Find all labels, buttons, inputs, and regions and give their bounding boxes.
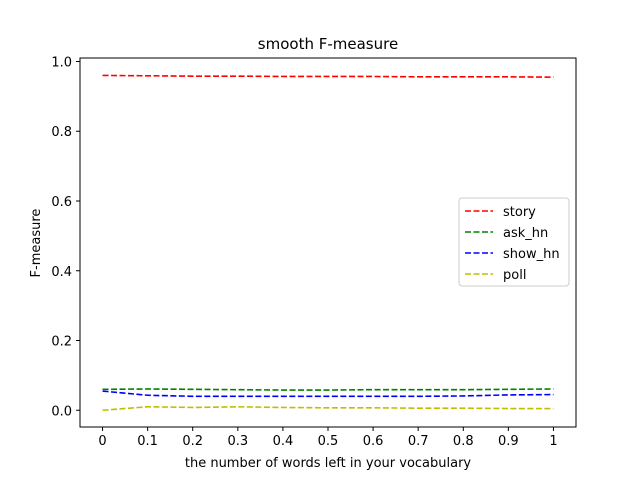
series-line-show-hn <box>102 390 554 398</box>
chart-title: smooth F-measure <box>258 35 398 53</box>
ticks-layer: 0 0.1 0.2 0.3 0.4 0.5 0.6 0.7 0.8 0.9 1 0.0 0.2 0.4 0.… <box>51 55 557 449</box>
legend-label-show-hn: show_hn <box>503 247 560 262</box>
y-tick-label: 0.0 <box>51 404 72 419</box>
y-tick-label: 0.6 <box>51 195 72 210</box>
x-tick-label: 0.2 <box>182 434 203 449</box>
x-tick-label: 0.8 <box>453 434 474 449</box>
y-tick-label: 0.2 <box>51 335 72 350</box>
x-tick-label: 0.3 <box>227 434 248 449</box>
x-tick-label: 0.9 <box>498 434 519 449</box>
legend-label-poll: poll <box>503 268 526 283</box>
x-tick-label: 0.5 <box>318 434 339 449</box>
x-tick-label: 0.6 <box>363 434 384 449</box>
series-line-poll <box>102 405 554 412</box>
x-tick-label: 0 <box>98 434 106 449</box>
legend-box <box>458 197 570 287</box>
x-tick-label: 1 <box>549 434 557 449</box>
y-tick-label: 1.0 <box>51 55 72 70</box>
x-tick-label: 0.7 <box>408 434 429 449</box>
legend-label-story: story <box>503 205 536 220</box>
x-tick-label: 0.4 <box>273 434 294 449</box>
series-line-story <box>102 74 554 78</box>
x-axis-label: the number of words left in your vocabul… <box>185 456 472 471</box>
legend-label-ask-hn: ask_hn <box>503 226 548 241</box>
series-layer <box>102 74 554 412</box>
series-line-ask-hn <box>102 388 554 391</box>
y-tick-label: 0.8 <box>51 125 72 140</box>
y-tick-label: 0.4 <box>51 265 72 280</box>
x-tick-label: 0.1 <box>137 434 158 449</box>
plot-frame <box>79 57 577 428</box>
y-axis-label: F-measure <box>29 209 44 278</box>
